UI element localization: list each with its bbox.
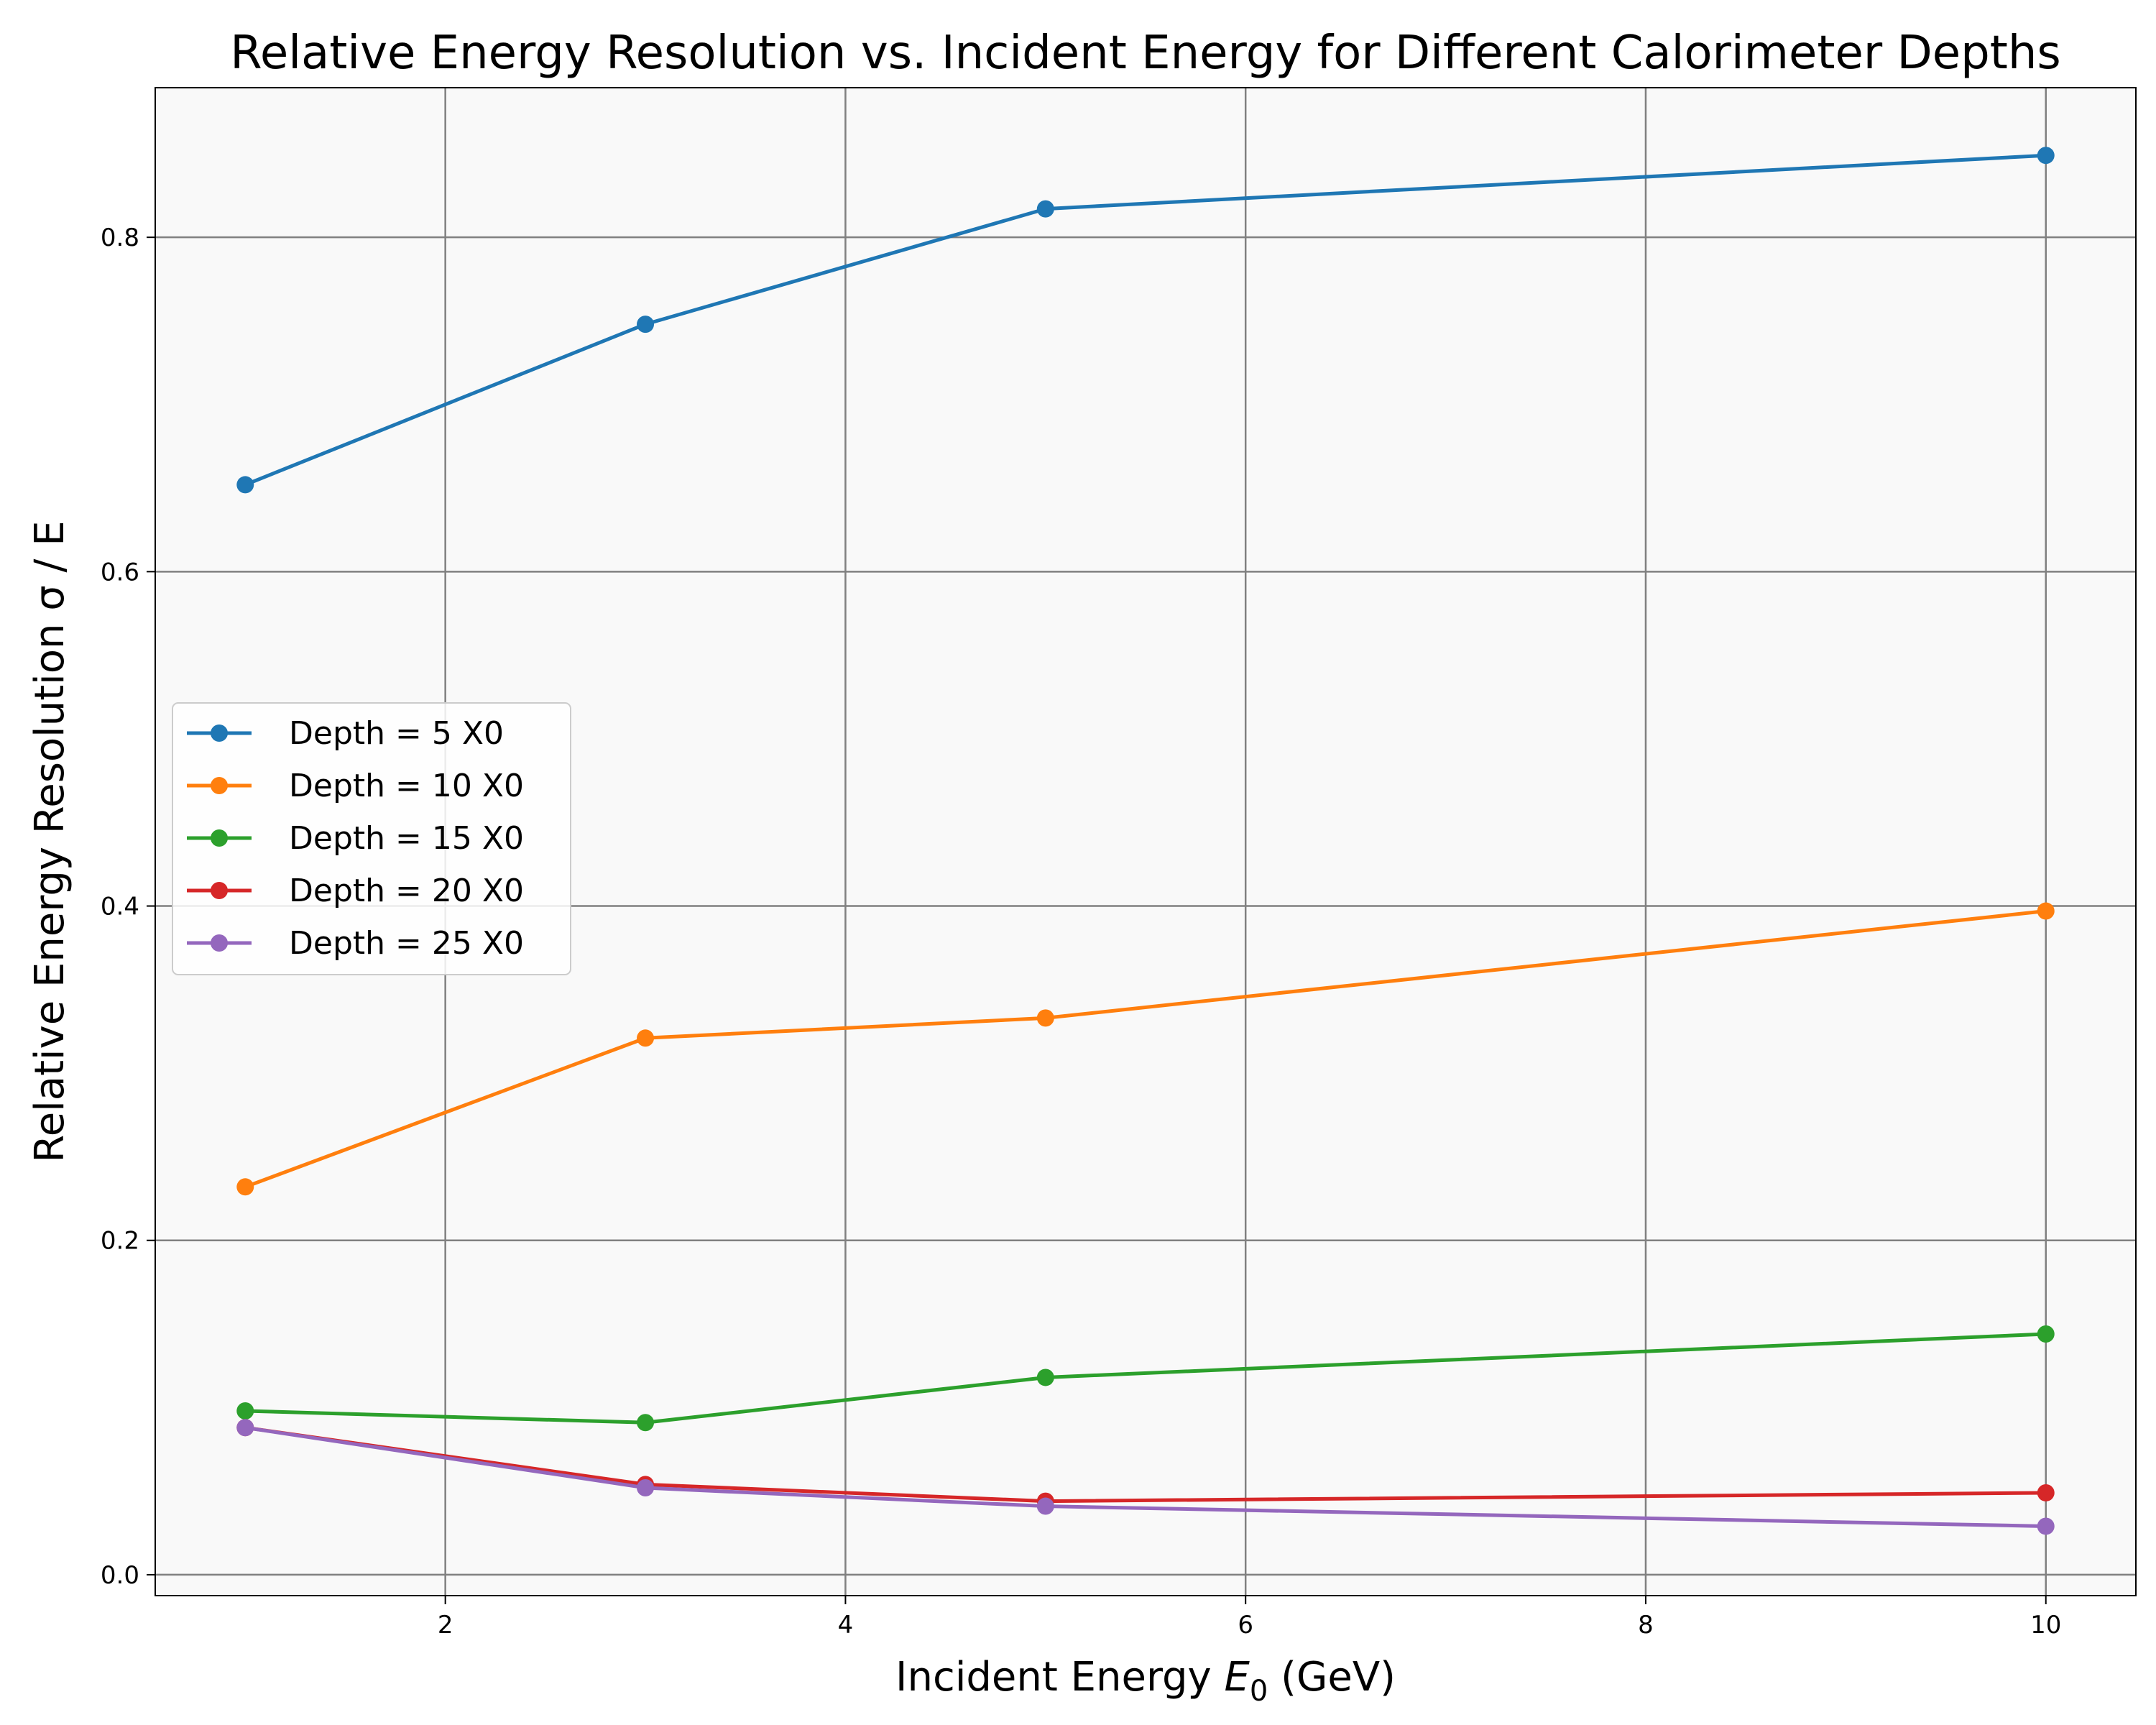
x-tick-label: 2: [438, 1611, 453, 1639]
x-axis-label-subscript: 0: [1250, 1675, 1268, 1708]
series-line: [244, 153, 2046, 487]
data-point: [1036, 1497, 1054, 1515]
legend-entry: Depth = 5 X0: [187, 715, 504, 752]
legend: Depth = 5 X0 Depth = 10 X0 Depth = 15 X0 De…: [172, 702, 571, 975]
data-point: [2037, 1517, 2055, 1535]
legend-label: Depth = 5 X0: [289, 715, 504, 752]
legend-marker: [211, 724, 228, 742]
data-point: [236, 1402, 254, 1420]
legend-marker: [211, 829, 228, 847]
data-point: [1036, 1368, 1054, 1386]
data-point: [2037, 1325, 2055, 1343]
data-point: [1036, 200, 1054, 218]
x-axis-label: Incident Energy E0 (GeV): [895, 1654, 1396, 1708]
data-point: [637, 316, 655, 334]
legend-label: Depth = 15 X0: [289, 820, 524, 857]
y-tick-label: 0.2: [101, 1227, 139, 1256]
x-axis-label-symbol: E: [1224, 1654, 1250, 1701]
series-2: [236, 902, 2055, 1196]
y-tick-label: 0.8: [101, 224, 139, 252]
axis-ticks: 2 4 6 8 10 0.0 0.2 0.4 0.6 0.8: [101, 224, 2061, 1639]
series-line: [244, 909, 2046, 1189]
legend-entry: Depth = 25 X0: [187, 925, 524, 962]
data-point: [2037, 902, 2055, 920]
x-tick-label: 10: [2030, 1611, 2061, 1639]
series-5: [236, 1419, 2055, 1535]
chart-title: Relative Energy Resolution vs. Incident …: [230, 27, 2061, 80]
data-point: [637, 1414, 655, 1432]
data-point: [2037, 147, 2055, 165]
data-point: [1036, 1009, 1054, 1027]
series-3: [236, 1325, 2055, 1432]
legend-box: [172, 702, 571, 975]
y-tick-label: 0.0: [101, 1561, 139, 1590]
y-tick-label: 0.6: [101, 558, 139, 586]
y-tick-label: 0.4: [101, 893, 139, 921]
data-point: [2037, 1484, 2055, 1501]
legend-label: Depth = 10 X0: [289, 768, 524, 804]
legend-label: Depth = 25 X0: [289, 925, 524, 962]
data-point: [236, 1419, 254, 1437]
legend-entry: Depth = 20 X0: [187, 873, 524, 909]
series-1: [236, 147, 2055, 494]
legend-marker: [211, 882, 228, 899]
data-point: [637, 1478, 655, 1496]
x-axis-label-prefix: Incident Energy: [895, 1654, 1224, 1701]
x-tick-label: 8: [1638, 1611, 1654, 1639]
x-tick-label: 4: [838, 1611, 854, 1639]
legend-entry: Depth = 10 X0: [187, 768, 524, 804]
legend-marker: [211, 777, 228, 794]
data-point: [236, 1178, 254, 1196]
series-line: [244, 1425, 2046, 1528]
legend-label: Depth = 20 X0: [289, 873, 524, 909]
x-axis-label-suffix: (GeV): [1268, 1654, 1396, 1701]
legend-entry: Depth = 15 X0: [187, 820, 524, 857]
legend-marker: [211, 934, 228, 952]
data-point: [236, 476, 254, 494]
series-lines: [236, 147, 2055, 1535]
y-axis-label: Relative Energy Resolution σ / E: [27, 520, 73, 1162]
data-point: [637, 1029, 655, 1047]
series-line: [245, 1332, 2046, 1425]
plot-frame: [155, 87, 2137, 1596]
x-tick-label: 6: [1238, 1611, 1253, 1639]
